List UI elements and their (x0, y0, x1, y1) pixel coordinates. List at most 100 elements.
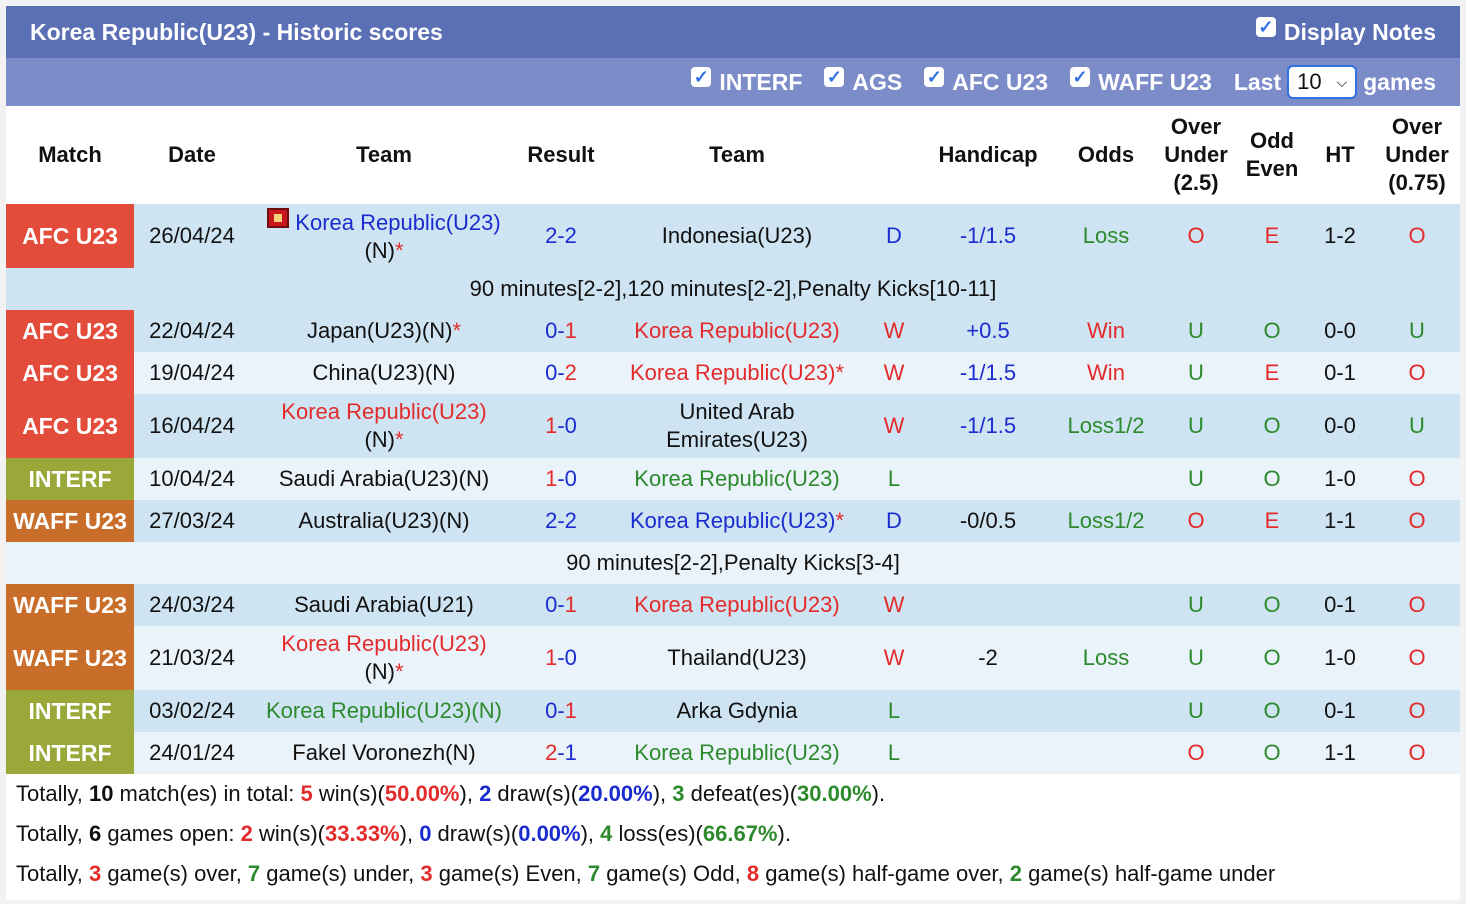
score[interactable]: 1-0 (518, 458, 604, 500)
half-time-score: 1-1 (1306, 500, 1374, 542)
away-team[interactable]: Korea Republic(U23)* (604, 500, 870, 542)
half-time-score: 1-2 (1306, 204, 1374, 268)
checkbox-checked-icon[interactable]: ✓ (924, 67, 945, 87)
match-date: 26/04/24 (134, 204, 250, 268)
odds-result (1058, 690, 1154, 732)
table-row[interactable]: INTERF 10/04/24 Saudi Arabia(U23)(N) 1-0… (6, 458, 1460, 500)
table-row[interactable]: WAFF U23 24/03/24 Saudi Arabia(U21) 0-1 … (6, 584, 1460, 626)
filter-interf[interactable]: ✓ INTERF (691, 67, 802, 96)
score[interactable]: 1-0 (518, 626, 604, 690)
home-team[interactable]: China(U23)(N) (250, 352, 518, 394)
league-badge[interactable]: WAFF U23 (6, 500, 134, 542)
league-badge[interactable]: AFC U23 (6, 204, 134, 268)
filter-afc-u23[interactable]: ✓ AFC U23 (924, 67, 1048, 96)
home-team[interactable]: Korea Republic(U23) (N)* (250, 394, 518, 458)
handicap-value: -1/1.5 (918, 394, 1058, 458)
score[interactable]: 2-2 (518, 500, 604, 542)
over-under-ht-value: O (1374, 584, 1460, 626)
away-team[interactable]: United Arab Emirates(U23) (604, 394, 870, 458)
home-team[interactable]: Japan(U23)(N)* (250, 310, 518, 352)
over-under-ht-value: O (1374, 626, 1460, 690)
table-row[interactable]: AFC U23 16/04/24 Korea Republic(U23) (N)*… (6, 394, 1460, 458)
match-date: 21/03/24 (134, 626, 250, 690)
half-time-score: 1-1 (1306, 732, 1374, 774)
away-team[interactable]: Thailand(U23) (604, 626, 870, 690)
checkbox-checked-icon[interactable]: ✓ (691, 67, 712, 87)
league-badge[interactable]: INTERF (6, 732, 134, 774)
away-team[interactable]: Arka Gdynia (604, 690, 870, 732)
over-under-value: U (1154, 394, 1238, 458)
home-team[interactable]: Korea Republic(U23) (N)* (250, 204, 518, 268)
home-team[interactable]: Saudi Arabia(U23)(N) (250, 458, 518, 500)
table-row[interactable]: AFC U23 22/04/24 Japan(U23)(N)* 0-1 Kore… (6, 310, 1460, 352)
table-row[interactable]: AFC U23 19/04/24 China(U23)(N) 0-2 Korea… (6, 352, 1460, 394)
score[interactable]: 0-1 (518, 690, 604, 732)
table-row[interactable]: INTERF 24/01/24 Fakel Voronezh(N) 2-1 Ko… (6, 732, 1460, 774)
away-team[interactable]: Korea Republic(U23)* (604, 352, 870, 394)
col-team2: Team (604, 106, 870, 204)
score[interactable]: 0-2 (518, 352, 604, 394)
odd-even-value: O (1238, 690, 1306, 732)
checkbox-checked-icon[interactable]: ✓ (1255, 17, 1276, 37)
table-row[interactable]: WAFF U23 27/03/24 Australia(U23)(N) 2-2 … (6, 500, 1460, 542)
home-team[interactable]: Fakel Voronezh(N) (250, 732, 518, 774)
away-team[interactable]: Korea Republic(U23) (604, 732, 870, 774)
league-badge[interactable]: AFC U23 (6, 310, 134, 352)
league-badge[interactable]: AFC U23 (6, 352, 134, 394)
home-team[interactable]: Saudi Arabia(U21) (250, 584, 518, 626)
odds-result: Loss (1058, 626, 1154, 690)
league-badge[interactable]: INTERF (6, 690, 134, 732)
handicap-value (918, 690, 1058, 732)
result-code: L (870, 690, 918, 732)
league-badge[interactable]: WAFF U23 (6, 626, 134, 690)
display-notes-toggle[interactable]: ✓ Display Notes (1255, 17, 1436, 46)
last-games-value: 10 (1297, 69, 1322, 94)
away-team[interactable]: Korea Republic(U23) (604, 458, 870, 500)
checkbox-checked-icon[interactable]: ✓ (1070, 67, 1091, 87)
away-team[interactable]: Korea Republic(U23) (604, 584, 870, 626)
result-code: W (870, 626, 918, 690)
checkbox-checked-icon[interactable]: ✓ (824, 67, 845, 87)
filter-waff-u23[interactable]: ✓ WAFF U23 (1070, 67, 1212, 96)
last-games-select[interactable]: 10 ⌵ (1287, 65, 1358, 99)
col-result: Result (518, 106, 604, 204)
historic-scores-panel: Korea Republic(U23) - Historic scores ✓ … (6, 6, 1460, 900)
col-match: Match (6, 106, 134, 204)
odd-even-value: O (1238, 732, 1306, 774)
match-date: 16/04/24 (134, 394, 250, 458)
score[interactable]: 0-1 (518, 584, 604, 626)
league-badge[interactable]: WAFF U23 (6, 584, 134, 626)
result-code: W (870, 352, 918, 394)
table-row[interactable]: AFC U23 26/04/24 Korea Republic(U23) (N)*… (6, 204, 1460, 268)
odds-result (1058, 584, 1154, 626)
last-label: Last (1233, 68, 1282, 95)
match-date: 24/01/24 (134, 732, 250, 774)
note-text: 90 minutes[2-2],Penalty Kicks[3-4] (6, 542, 1460, 584)
table-row[interactable]: INTERF 03/02/24 Korea Republic(U23)(N) 0… (6, 690, 1460, 732)
filter-ags[interactable]: ✓ AGS (824, 67, 902, 96)
result-code: D (870, 204, 918, 268)
score[interactable]: 2-1 (518, 732, 604, 774)
col-res (870, 106, 918, 204)
league-badge[interactable]: AFC U23 (6, 394, 134, 458)
odd-even-value: E (1238, 204, 1306, 268)
over-under-value: U (1154, 458, 1238, 500)
over-under-ht-value: O (1374, 204, 1460, 268)
score[interactable]: 2-2 (518, 204, 604, 268)
away-team[interactable]: Indonesia(U23) (604, 204, 870, 268)
col-team1: Team (250, 106, 518, 204)
home-team[interactable]: Korea Republic(U23)(N) (250, 690, 518, 732)
half-time-score: 0-1 (1306, 584, 1374, 626)
away-team[interactable]: Korea Republic(U23) (604, 310, 870, 352)
handicap-value: +0.5 (918, 310, 1058, 352)
score[interactable]: 0-1 (518, 310, 604, 352)
col-ht: HT (1306, 106, 1374, 204)
home-team[interactable]: Australia(U23)(N) (250, 500, 518, 542)
half-time-score: 0-1 (1306, 352, 1374, 394)
over-under-ht-value: O (1374, 690, 1460, 732)
league-badge[interactable]: INTERF (6, 458, 134, 500)
summary-footer: Totally, 10 match(es) in total: 5 win(s)… (6, 774, 1460, 894)
home-team[interactable]: Korea Republic(U23) (N)* (250, 626, 518, 690)
score[interactable]: 1-0 (518, 394, 604, 458)
table-row[interactable]: WAFF U23 21/03/24 Korea Republic(U23) (N)… (6, 626, 1460, 690)
